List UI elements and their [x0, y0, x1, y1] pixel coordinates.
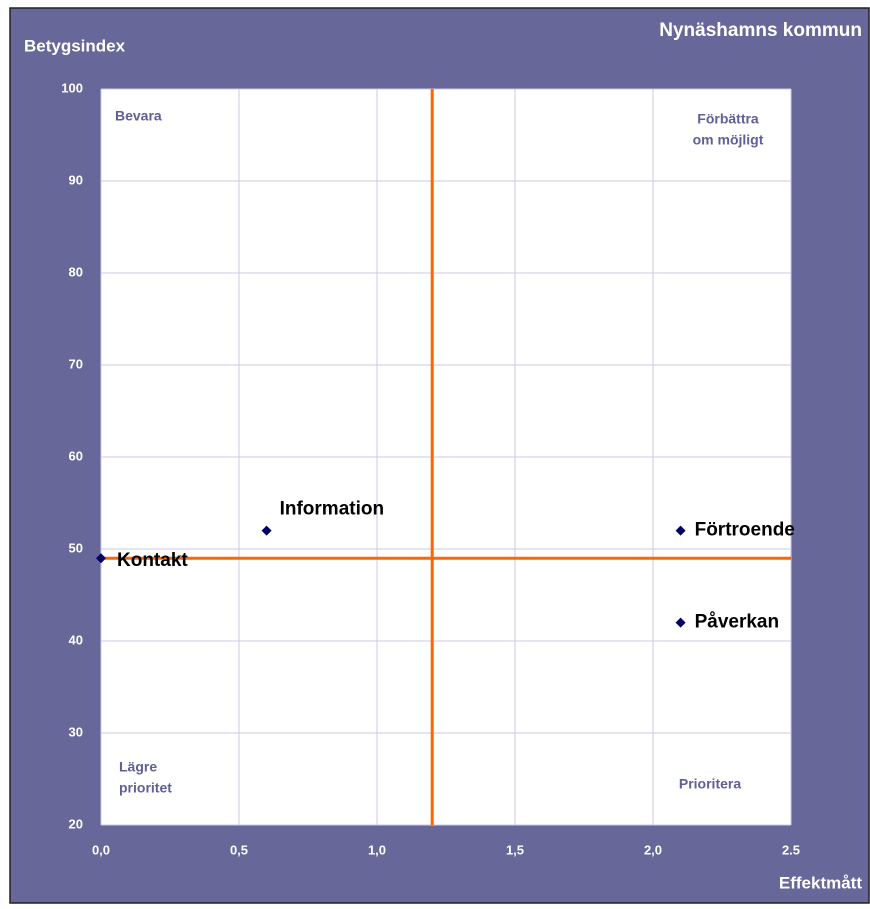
quadrant-label: Lägre — [119, 759, 157, 775]
y-tick-label: 100 — [61, 80, 83, 95]
point — [261, 525, 272, 536]
y-tick-label: 70 — [69, 356, 83, 371]
quadrant-label: om möjligt — [693, 132, 764, 148]
quadrant-label: prioritet — [119, 780, 172, 796]
y-axis-title: Betygsindex — [24, 36, 126, 55]
quadrant-label: Förbättra — [697, 111, 759, 127]
y-tick-label: 40 — [69, 632, 83, 647]
quadrant-label: Bevara — [115, 108, 162, 124]
point — [96, 553, 106, 564]
point — [675, 617, 686, 628]
y-tick-label: 50 — [69, 540, 83, 555]
quadrant-label: Prioritera — [679, 776, 741, 792]
y-tick-label: 30 — [69, 724, 83, 739]
x-tick-label: 0,0 — [92, 842, 110, 857]
y-tick-label: 20 — [69, 816, 83, 831]
x-tick-label: 2,0 — [644, 842, 662, 857]
point-label: Information — [280, 499, 385, 520]
y-tick-label: 80 — [69, 264, 83, 279]
point — [675, 525, 686, 536]
x-axis-title: Effektmått — [779, 873, 862, 892]
x-tick-label: 1,5 — [506, 842, 524, 857]
y-tick-label: 60 — [69, 448, 83, 463]
x-tick-label: 2.5 — [782, 842, 800, 857]
x-tick-label: 1,0 — [368, 842, 386, 857]
point-label: Förtroende — [695, 520, 795, 541]
point-label: Påverkan — [695, 612, 780, 633]
chart-title: Nynäshamns kommun — [659, 20, 862, 41]
y-tick-label: 90 — [69, 172, 83, 187]
point-label: Kontakt — [117, 550, 188, 571]
x-tick-label: 0,5 — [230, 842, 248, 857]
